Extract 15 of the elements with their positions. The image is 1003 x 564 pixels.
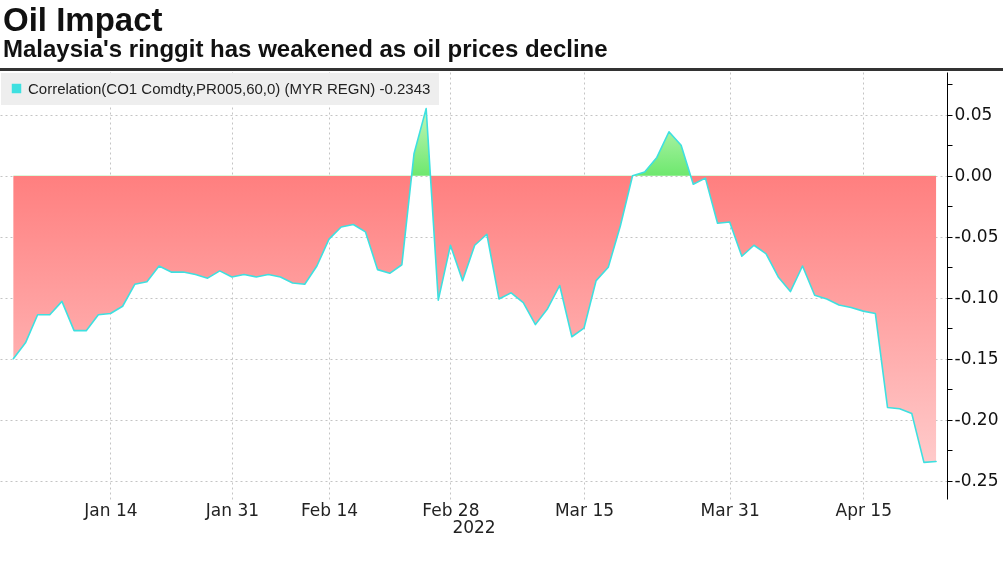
y-tick-label: 0.05	[954, 104, 993, 125]
y-tick-label: -0.25	[954, 470, 999, 491]
x-tick-label: Mar 15	[554, 499, 615, 520]
y-tick-label: -0.20	[954, 409, 999, 430]
x-tick-label: Jan 31	[204, 499, 260, 520]
x-tick-label: Apr 15	[835, 499, 892, 520]
y-tick-label: -0.10	[954, 287, 999, 308]
legend-label: Correlation(CO1 Comdty,PR005,60,0) (MYR REGN) -0.2343	[28, 79, 431, 97]
x-tick-label: Mar 31	[700, 499, 760, 520]
y-tick-label: 0.00	[954, 165, 993, 186]
x-tick-label: Feb 14	[300, 499, 359, 520]
y-tick-label: -0.05	[954, 226, 999, 247]
y-tick-label: -0.15	[954, 348, 999, 369]
x-tick-label: Jan 14	[83, 499, 138, 520]
chart-title: Oil Impact	[3, 1, 163, 38]
